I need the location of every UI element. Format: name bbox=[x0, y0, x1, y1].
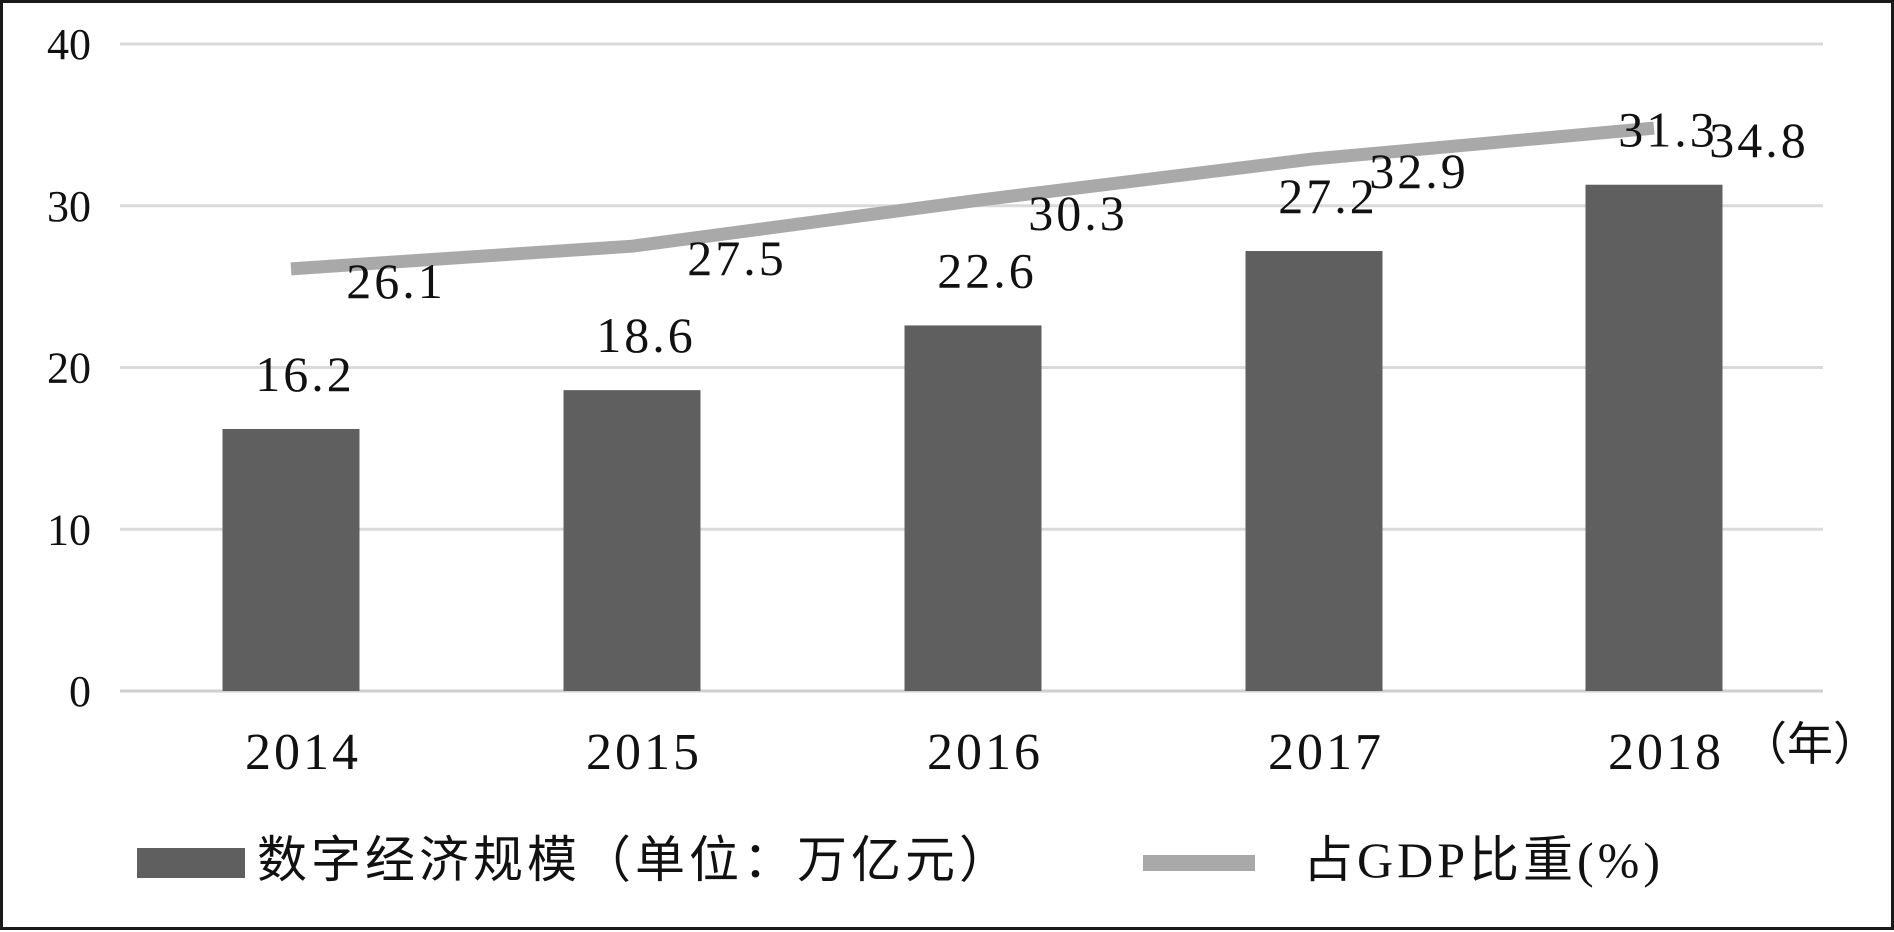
legend: 数字经济规模（单位：万亿元） 占GDP比重(%) bbox=[137, 832, 1664, 888]
bar bbox=[904, 325, 1042, 691]
x-tick-label: 2014 bbox=[245, 724, 361, 781]
legend-label-line: 占GDP比重(%) bbox=[1303, 832, 1664, 888]
legend-label-bar: 数字经济规模（单位：万亿元） bbox=[257, 832, 1013, 888]
y-tick-label: 40 bbox=[47, 20, 91, 69]
line-data-label: 30.3 bbox=[1028, 185, 1128, 241]
bar bbox=[563, 390, 701, 691]
line-data-label: 26.1 bbox=[346, 253, 446, 309]
legend-swatch-line bbox=[1143, 855, 1255, 871]
bar-data-label: 31.3 bbox=[1618, 102, 1718, 158]
y-tick-label: 20 bbox=[47, 344, 91, 393]
y-axis: 0 10 20 30 40 bbox=[47, 20, 91, 716]
x-axis: 2014 2015 2016 2017 2018 bbox=[245, 724, 1724, 781]
y-tick-label: 30 bbox=[47, 182, 91, 231]
bar-data-label: 22.6 bbox=[937, 242, 1037, 298]
x-tick-label: 2015 bbox=[586, 724, 702, 781]
x-axis-unit: （年） bbox=[1741, 719, 1879, 770]
bar-data-label: 18.6 bbox=[596, 307, 696, 363]
line-data-labels: 26.1 27.5 30.3 32.9 34.8 bbox=[346, 112, 1809, 309]
bar-data-labels: 16.2 18.6 22.6 27.2 31.3 bbox=[255, 102, 1718, 402]
x-tick-label: 2017 bbox=[1268, 724, 1384, 781]
line-path bbox=[290, 121, 1655, 276]
y-tick-label: 10 bbox=[47, 505, 91, 554]
bar-data-label: 16.2 bbox=[255, 346, 355, 402]
combo-chart: 0 10 20 30 40 16.2 18.6 22.6 27.2 31.3 26.1 27.5 3… bbox=[47, 20, 1879, 888]
x-tick-label: 2018 bbox=[1608, 724, 1724, 781]
bar bbox=[1245, 251, 1383, 692]
bar-data-label: 27.2 bbox=[1278, 168, 1378, 224]
legend-swatch-bar bbox=[137, 848, 245, 878]
line-data-label: 34.8 bbox=[1709, 112, 1809, 168]
line-series bbox=[290, 121, 1655, 276]
bar bbox=[222, 428, 360, 691]
line-data-label: 32.9 bbox=[1369, 143, 1469, 199]
bar-series bbox=[222, 184, 1723, 692]
x-tick-label: 2016 bbox=[927, 724, 1043, 781]
y-tick-label: 0 bbox=[69, 667, 91, 716]
line-data-label: 27.5 bbox=[687, 230, 787, 286]
bar bbox=[1585, 184, 1723, 691]
